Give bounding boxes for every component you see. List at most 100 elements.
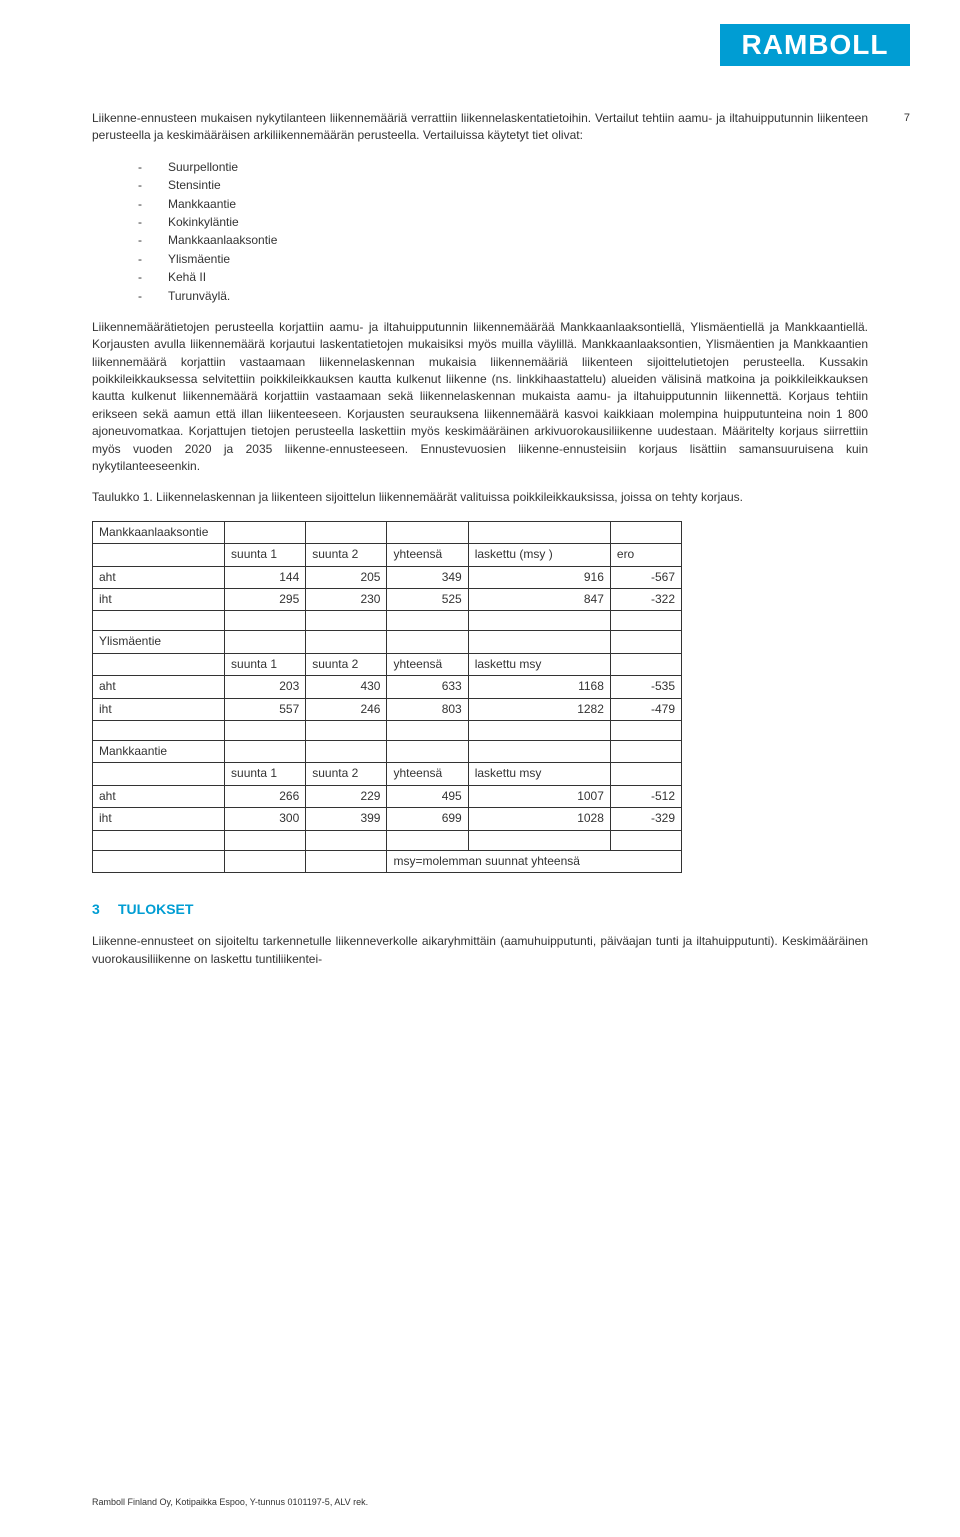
section-title: TULOKSET: [118, 901, 193, 917]
section-number: 3: [92, 899, 118, 919]
table-row: iht3003996991028-329: [93, 808, 682, 830]
bullet-dash: -: [138, 177, 168, 194]
header-row: suunta 1suunta 2yhteensälaskettu (msy )e…: [93, 544, 682, 566]
table-cell: [93, 611, 225, 631]
col-header: [610, 763, 681, 785]
spacer-row: [93, 720, 682, 740]
spacer-row: [93, 611, 682, 631]
table-cell: [93, 763, 225, 785]
list-item-label: Suurpellontie: [168, 159, 238, 176]
table-cell: 803: [387, 698, 468, 720]
footer-text: Ramboll Finland Oy, Kotipaikka Espoo, Y-…: [92, 1497, 368, 1507]
table-cell: [610, 740, 681, 762]
bullet-dash: -: [138, 251, 168, 268]
table-footer-note: msy=molemman suunnat yhteensä: [387, 850, 682, 872]
row-label: aht: [93, 785, 225, 807]
table-cell: 205: [306, 566, 387, 588]
table-cell: [610, 611, 681, 631]
table-caption: Taulukko 1. Liikennelaskennan ja liikent…: [92, 489, 868, 506]
road-list: -Suurpellontie-Stensintie-Mankkaantie-Ko…: [92, 159, 868, 305]
table-cell: 229: [306, 785, 387, 807]
table-cell: 349: [387, 566, 468, 588]
section-title-cell: Mankkaantie: [93, 740, 225, 762]
table-cell: [468, 611, 610, 631]
table-cell: [387, 611, 468, 631]
col-header: suunta 2: [306, 653, 387, 675]
col-header: ero: [610, 544, 681, 566]
table-cell: 246: [306, 698, 387, 720]
data-table: Mankkaanlaaksontiesuunta 1suunta 2yhteen…: [92, 521, 682, 873]
table-cell: [225, 631, 306, 653]
table-cell: [387, 631, 468, 653]
section-title-cell: Ylismäentie: [93, 631, 225, 653]
list-item-label: Mankkaanlaaksontie: [168, 232, 277, 249]
table-cell: [610, 521, 681, 543]
table-cell: [225, 740, 306, 762]
table-cell: [306, 850, 387, 872]
table-cell: [93, 720, 225, 740]
col-header: suunta 1: [225, 653, 306, 675]
list-item: -Turunväylä.: [138, 288, 868, 305]
section-title-row: Mankkaantie: [93, 740, 682, 762]
table-cell: -329: [610, 808, 681, 830]
table-cell: -479: [610, 698, 681, 720]
table-cell: 1007: [468, 785, 610, 807]
col-header: [610, 653, 681, 675]
table-cell: 266: [225, 785, 306, 807]
table-cell: [468, 720, 610, 740]
list-item-label: Turunväylä.: [168, 288, 230, 305]
bullet-dash: -: [138, 288, 168, 305]
table-cell: [468, 631, 610, 653]
list-item-label: Kokinkyläntie: [168, 214, 239, 231]
table-cell: [306, 740, 387, 762]
table-cell: [387, 740, 468, 762]
col-header: laskettu msy: [468, 763, 610, 785]
table-cell: -535: [610, 676, 681, 698]
header-row: suunta 1suunta 2yhteensälaskettu msy: [93, 763, 682, 785]
list-item: -Stensintie: [138, 177, 868, 194]
col-header: yhteensä: [387, 763, 468, 785]
table-cell: 399: [306, 808, 387, 830]
col-header: yhteensä: [387, 544, 468, 566]
table-row: aht2034306331168-535: [93, 676, 682, 698]
table-cell: 1168: [468, 676, 610, 698]
table-cell: [225, 850, 306, 872]
bullet-dash: -: [138, 196, 168, 213]
table-cell: 430: [306, 676, 387, 698]
list-item: -Suurpellontie: [138, 159, 868, 176]
list-item: -Kehä II: [138, 269, 868, 286]
table-cell: [93, 830, 225, 850]
table-cell: [387, 720, 468, 740]
table-row: iht5572468031282-479: [93, 698, 682, 720]
row-label: aht: [93, 566, 225, 588]
list-item-label: Kehä II: [168, 269, 206, 286]
table-cell: 1028: [468, 808, 610, 830]
table-cell: 300: [225, 808, 306, 830]
row-label: iht: [93, 808, 225, 830]
table-cell: 230: [306, 588, 387, 610]
table-cell: 525: [387, 588, 468, 610]
list-item-label: Mankkaantie: [168, 196, 236, 213]
table-cell: 1282: [468, 698, 610, 720]
table-cell: [93, 850, 225, 872]
intro-paragraph: Liikenne-ennusteen mukaisen nykytilantee…: [92, 110, 868, 145]
table-cell: -512: [610, 785, 681, 807]
section-title-row: Mankkaanlaaksontie: [93, 521, 682, 543]
bullet-dash: -: [138, 269, 168, 286]
table-cell: 557: [225, 698, 306, 720]
table-cell: [468, 521, 610, 543]
results-paragraph: Liikenne-ennusteet on sijoiteltu tarkenn…: [92, 933, 868, 968]
table-cell: [306, 720, 387, 740]
col-header: suunta 2: [306, 544, 387, 566]
table-row: aht144205349916-567: [93, 566, 682, 588]
list-item-label: Stensintie: [168, 177, 221, 194]
col-header: laskettu msy: [468, 653, 610, 675]
list-item: -Kokinkyläntie: [138, 214, 868, 231]
table-cell: [225, 611, 306, 631]
table-cell: [93, 653, 225, 675]
list-item: -Mankkaanlaaksontie: [138, 232, 868, 249]
header-row: suunta 1suunta 2yhteensälaskettu msy: [93, 653, 682, 675]
bullet-dash: -: [138, 159, 168, 176]
table-cell: [387, 521, 468, 543]
table-cell: [93, 544, 225, 566]
